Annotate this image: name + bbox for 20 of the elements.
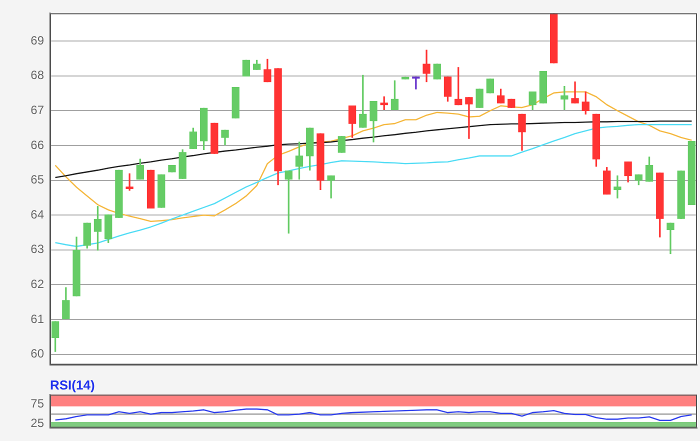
- candlestick: [412, 76, 420, 90]
- chart-title: RSI(14): [50, 377, 95, 392]
- y-tick-label: 69: [30, 33, 44, 48]
- y-tick-label: 65: [30, 172, 44, 187]
- y-tick-label: 62: [30, 277, 44, 292]
- y-tick-label: 64: [30, 207, 44, 222]
- y-tick-label: 66: [30, 138, 44, 152]
- candlestick: [571, 81, 579, 104]
- y-tick-label: 61: [30, 312, 44, 326]
- y-tick-label: 67: [30, 102, 44, 117]
- candlestick: [666, 222, 674, 254]
- candlestick: [126, 173, 134, 191]
- candlestick: [327, 175, 335, 198]
- y-tick-label: 25: [30, 416, 44, 430]
- y-tick-label: 68: [30, 68, 44, 82]
- y-tick-label: 63: [30, 242, 44, 256]
- y-tick-label: 60: [30, 346, 44, 361]
- candlestick: [465, 97, 473, 139]
- y-tick-label: 75: [30, 396, 44, 411]
- candlestick: [614, 175, 622, 198]
